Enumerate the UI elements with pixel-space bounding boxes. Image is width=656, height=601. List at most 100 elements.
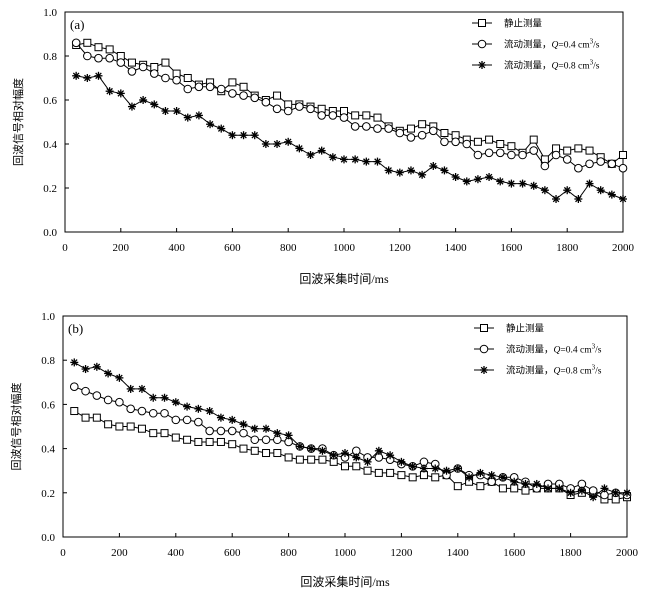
series-star [70,358,631,502]
data-point-stroke [183,403,191,410]
data-point-stroke [567,489,574,497]
x-tick-label: 600 [224,242,241,254]
data-point-stroke [454,465,462,472]
data-point [574,195,583,203]
data-point [161,73,170,83]
legend-label: 静止测量 [506,323,545,335]
data-point-stroke [563,186,571,194]
data-point [529,135,538,144]
data-point [552,195,561,203]
data-point [329,451,338,460]
data-point [419,464,428,473]
data-point-stroke [385,167,392,174]
x-axis-label: 回波采集时间/ms [299,271,389,286]
data-point-stroke [496,178,504,185]
data-point [139,96,148,104]
legend-marker [477,39,487,49]
data-point [619,151,627,159]
data-point [149,69,159,78]
data-point [431,464,440,473]
data-point-stroke [330,451,338,459]
data-point [183,402,192,411]
data-point [273,429,282,438]
data-point [473,150,483,160]
data-point-stroke [575,195,582,203]
data-point [340,155,348,164]
data-point [566,488,575,497]
data-point [127,58,136,67]
data-point-stroke [70,359,78,366]
data-point-stroke [352,454,360,461]
data-point [183,84,193,94]
data-point-stroke [95,72,102,80]
data-point [397,457,406,466]
data-point [94,43,103,52]
data-point [172,75,181,85]
data-point-stroke [262,140,270,148]
data-point-stroke [409,462,416,470]
data-point [81,365,90,374]
data-point-stroke [510,478,518,486]
data-point [495,148,505,158]
data-point [462,139,472,149]
data-point [476,482,485,491]
series-line [76,75,624,200]
data-point [161,107,170,115]
data-point-stroke [375,447,383,455]
data-point [318,455,327,464]
data-point [262,449,271,458]
data-point [328,111,338,120]
data-point-stroke [229,131,236,139]
data-point [94,71,103,80]
data-point [116,58,126,67]
data-point-stroke [578,487,586,494]
data-point-stroke [597,186,604,194]
data-point-stroke [296,145,303,152]
data-point [373,157,382,166]
data-point-stroke [351,156,359,163]
data-point [261,435,271,445]
data-point [115,422,124,431]
data-point [284,137,293,146]
data-point [386,468,395,477]
data-point [183,74,192,82]
data-point [149,393,158,402]
data-point-stroke [72,72,80,80]
data-point [239,444,248,453]
data-point [540,161,550,171]
data-point-stroke [240,131,247,139]
data-point [453,482,462,491]
data-point [529,181,538,190]
data-point [216,84,226,94]
data-point [127,67,137,76]
legend-label: 静止测量 [504,18,543,30]
data-point [228,415,237,424]
data-point [453,464,462,473]
data-point [137,406,147,416]
data-point-stroke [206,120,214,128]
data-point [544,484,553,493]
data-point [307,444,316,453]
data-point [462,177,471,186]
x-tick-label: 200 [111,547,128,559]
data-point [373,113,382,122]
data-point [574,163,583,173]
legend-marker [479,344,489,354]
data-point-stroke [217,414,225,421]
y-axis-label: 回波信号相对幅度 [11,78,25,166]
data-point-stroke [172,398,180,406]
data-point [339,113,349,122]
y-axis-label: 回波信号相对幅度 [9,383,23,471]
data-point [103,395,113,405]
data-point [295,102,304,111]
data-point [451,173,460,181]
data-point [540,186,549,195]
data-point [418,120,427,129]
data-point [406,133,416,142]
x-axis-label: 回波采集时间/ms [300,574,390,589]
data-point [406,124,415,133]
data-point [105,53,114,63]
data-point [440,137,449,147]
x-tick-label: 0 [60,547,66,559]
data-point [126,422,135,431]
